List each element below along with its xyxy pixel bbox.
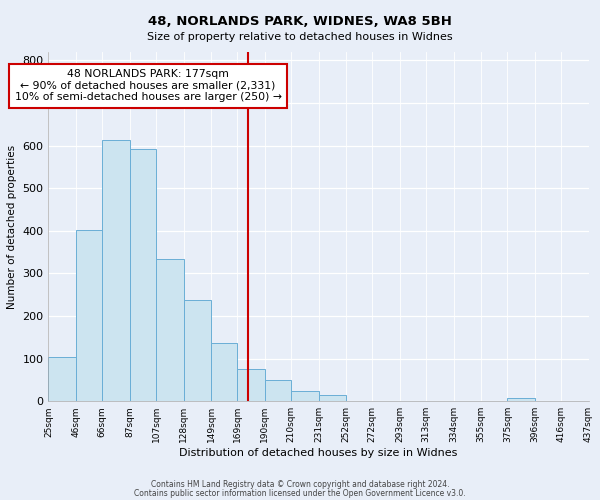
Bar — [76, 230, 102, 402]
Bar — [102, 140, 130, 402]
Text: Contains HM Land Registry data © Crown copyright and database right 2024.: Contains HM Land Registry data © Crown c… — [151, 480, 449, 489]
Text: Size of property relative to detached houses in Widnes: Size of property relative to detached ho… — [147, 32, 453, 42]
X-axis label: Distribution of detached houses by size in Widnes: Distribution of detached houses by size … — [179, 448, 458, 458]
Text: 48 NORLANDS PARK: 177sqm
← 90% of detached houses are smaller (2,331)
10% of sem: 48 NORLANDS PARK: 177sqm ← 90% of detach… — [14, 69, 281, 102]
Bar — [211, 344, 237, 402]
Bar — [184, 300, 211, 402]
Bar — [49, 356, 76, 402]
Bar — [319, 395, 346, 402]
Bar — [507, 398, 535, 402]
Y-axis label: Number of detached properties: Number of detached properties — [7, 144, 17, 308]
Bar — [237, 369, 265, 402]
Bar — [130, 149, 156, 402]
Text: 48, NORLANDS PARK, WIDNES, WA8 5BH: 48, NORLANDS PARK, WIDNES, WA8 5BH — [148, 15, 452, 28]
Bar — [156, 260, 184, 402]
Text: Contains public sector information licensed under the Open Government Licence v3: Contains public sector information licen… — [134, 488, 466, 498]
Bar — [265, 380, 291, 402]
Bar — [291, 390, 319, 402]
